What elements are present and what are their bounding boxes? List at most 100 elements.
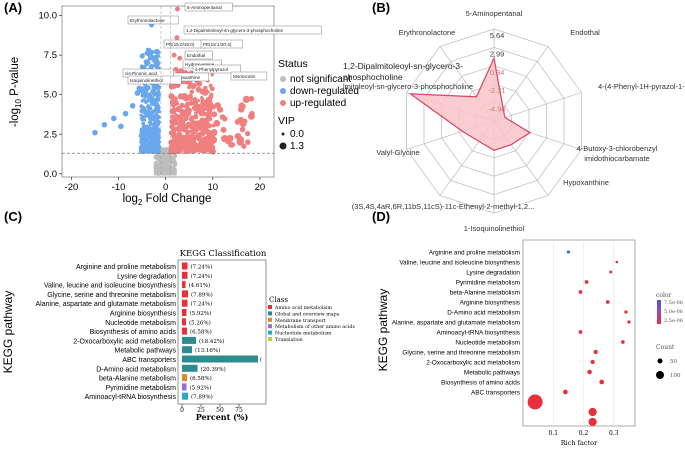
kegg-legend-label: Translation xyxy=(275,337,303,343)
volcano-point-ns xyxy=(173,168,177,172)
enrichment-category: Lysine degradation xyxy=(466,270,520,277)
volcano-point-up xyxy=(196,99,201,103)
volcano-point-up xyxy=(234,118,241,125)
radar-axis-label: Endothal xyxy=(570,28,600,37)
kegg-class-value: (6.58%) xyxy=(190,329,212,336)
enrichment-category: ABC transporters xyxy=(471,390,520,397)
volcano-point-down xyxy=(140,53,145,59)
kegg-legend-label: Nucleotide metabolism xyxy=(275,331,332,337)
kegg-classification-chart: KEGG Classification Arginine and proline… xyxy=(1,249,355,422)
volcano-point-down xyxy=(148,115,153,121)
volcano-point-up xyxy=(234,132,242,140)
volcano-point-up xyxy=(189,96,193,101)
count-legend-100: 100 xyxy=(670,373,681,379)
enrichment-bubble xyxy=(624,310,628,314)
enrichment-bubble xyxy=(627,320,631,324)
volcano-chart: 5-Aminopentanal Erythronolactone 1,2-Dipal… xyxy=(9,2,359,207)
volcano-point-up xyxy=(203,85,208,90)
volcano-annotation-label: Hypoxanthine xyxy=(172,75,201,80)
volcano-point-down xyxy=(156,53,161,59)
volcano-point-up xyxy=(199,130,206,137)
volcano-point-ns xyxy=(173,154,178,158)
enrichment-category: beta-Alanine metabolism xyxy=(450,290,520,297)
enrichment-xtick-label: 0.3 xyxy=(609,430,619,437)
kegg-class-category: Alanine, aspartate and glutamate metabol… xyxy=(36,301,177,308)
enrichment-ylabel: KEGG pathway xyxy=(376,289,390,372)
kegg-class-category: Arginine and proline metabolism xyxy=(76,264,176,271)
volcano-point-up xyxy=(247,112,255,120)
volcano-point-ns xyxy=(169,169,173,174)
volcano-point-down xyxy=(144,90,149,95)
legend-dot-down xyxy=(280,88,286,94)
radar-axis-label: Hypoxanthine xyxy=(563,178,609,187)
volcano-annotation-label: Erythronolactone xyxy=(130,18,165,23)
radar-ring-label: 0.34 xyxy=(490,68,505,77)
volcano-point-up xyxy=(189,148,194,154)
radar-ring-label: -2.31 xyxy=(488,86,505,95)
enrichment-bubble xyxy=(621,340,625,344)
volcano-labeled-point xyxy=(171,52,177,58)
count-legend-dot-100 xyxy=(656,371,664,379)
enrichment-bubble xyxy=(578,330,583,334)
enrichment-bubble xyxy=(527,394,543,410)
legend-dot-up xyxy=(280,100,286,106)
volcano-point-down xyxy=(145,128,149,133)
legend-vip-title: VIP xyxy=(278,115,295,127)
volcano-point-down xyxy=(156,149,160,154)
kegg-class-value: (7.24%) xyxy=(191,264,213,271)
enrichment-bubble xyxy=(587,369,592,375)
volcano-point-down xyxy=(141,109,146,114)
kegg-class-value: (4.61%) xyxy=(189,282,211,289)
volcano-point-up xyxy=(171,134,175,139)
volcano-labeled-point xyxy=(173,66,179,72)
volcano-point-down xyxy=(144,99,149,105)
volcano-point-up xyxy=(244,130,251,137)
volcano-point-up xyxy=(183,108,189,114)
volcano-annotation-label: Hydroxyamine xyxy=(185,62,215,67)
volcano-point-up xyxy=(177,135,184,142)
volcano-point-down xyxy=(118,123,124,130)
volcano-point-up xyxy=(206,145,210,149)
volcano-annotation-box xyxy=(183,25,322,35)
enrichment-category: Aminoacyl-tRNA biosynthesis xyxy=(437,330,520,337)
enrichment-legend: color 7.5e-06 5.0e-06 2.5e-06 Count 50 1… xyxy=(656,292,683,379)
volcano-point-down xyxy=(139,113,143,117)
volcano-point-up xyxy=(213,120,221,127)
volcano-point-up xyxy=(198,149,203,154)
kegg-class-category: D-Amino acid metabolism xyxy=(96,366,176,373)
volcano-point-down xyxy=(145,47,150,52)
enrichment-xtick-label: 0.1 xyxy=(548,430,558,437)
volcano-point-down xyxy=(143,132,148,137)
volcano-point-ns xyxy=(165,153,169,158)
volcano-point-up xyxy=(241,118,248,125)
enrichment-bubble xyxy=(584,280,589,284)
volcano-point-down xyxy=(150,148,156,154)
volcano-point-down xyxy=(156,120,161,125)
enrichment-bubble xyxy=(599,379,605,385)
legend-status-title: Status xyxy=(278,58,308,70)
volcano-point-down xyxy=(139,145,144,150)
kegg-legend-label: Membrane transport xyxy=(275,318,326,324)
volcano-point-down xyxy=(134,90,141,96)
enrichment-category: Nucleotide metabolism xyxy=(455,340,520,347)
volcano-point-down xyxy=(156,145,160,149)
volcano-point-up xyxy=(170,107,177,113)
kegg-class-bar xyxy=(182,318,186,326)
kegg-class-category: 2-Oxocarboxylic acid metabolism xyxy=(73,338,176,345)
color-legend-2: 5.0e-06 xyxy=(664,309,683,315)
volcano-point-down xyxy=(154,135,158,139)
kegg-class-category: Valine, leucine and isoleucine biosynthe… xyxy=(44,283,177,290)
kegg-legend-swatch xyxy=(268,330,272,335)
volcano-point-up xyxy=(192,114,199,120)
volcano-point-ns xyxy=(156,167,160,172)
kegg-legend-label: Amino acid metabolism xyxy=(274,305,332,311)
volcano-point-down xyxy=(140,134,144,139)
volcano-annotation-box xyxy=(230,71,268,81)
volcano-point-up xyxy=(211,111,218,118)
volcano-point-down xyxy=(155,96,161,102)
volcano-point-up xyxy=(188,143,193,149)
kegg-class-category: Lysine degradation xyxy=(117,273,176,280)
volcano-annotation-box xyxy=(184,2,233,12)
legend-up-regulated: up-regulated xyxy=(290,98,346,109)
volcano-ylabel: -log10 P-value xyxy=(9,57,23,127)
